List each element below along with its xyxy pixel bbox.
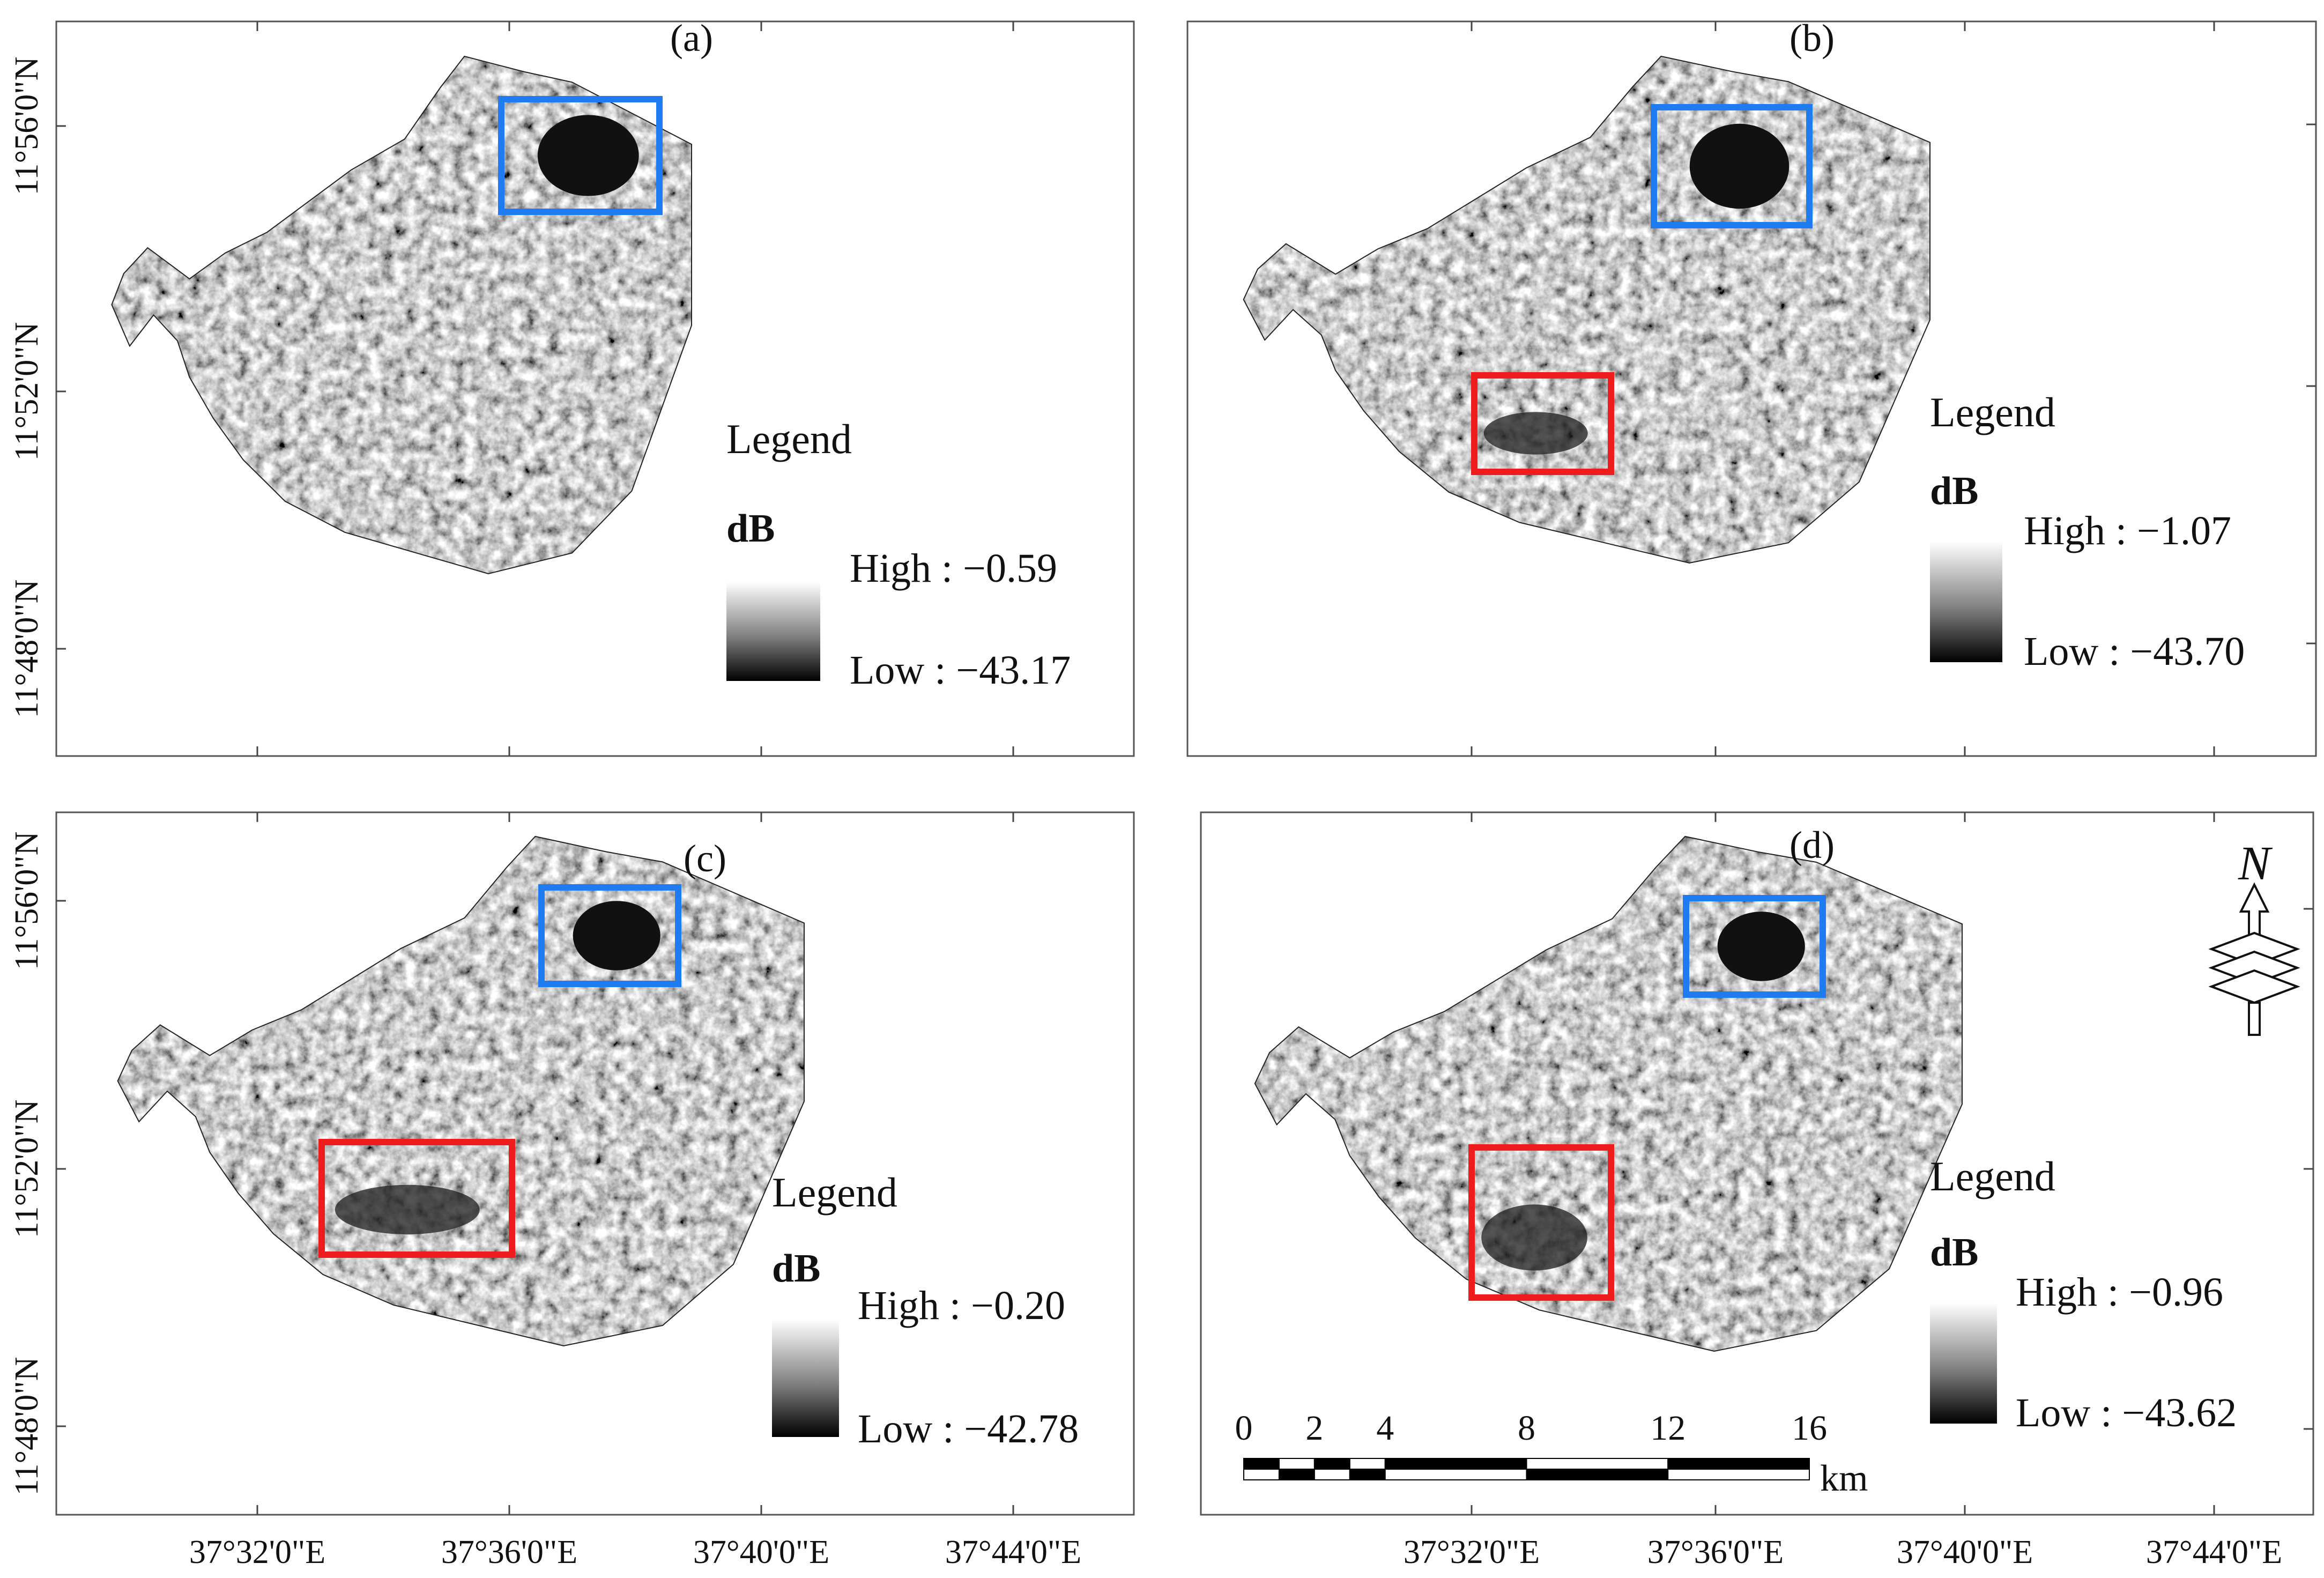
legend-title: Legend bbox=[726, 416, 852, 462]
longitude-label: 37°40'0"E bbox=[1897, 1534, 2033, 1570]
scale-bar-segment bbox=[1243, 1469, 1280, 1480]
longitude-label: 37°44'0"E bbox=[945, 1534, 1081, 1570]
scale-bar-segment bbox=[1243, 1458, 1280, 1470]
latitude-label: 11°48'0"N bbox=[9, 580, 45, 718]
red-highlight-box bbox=[1471, 372, 1614, 475]
legend-color-ramp bbox=[1930, 1303, 1997, 1424]
scale-bar-tick-label: 4 bbox=[1376, 1409, 1394, 1448]
north-arrow-icon: N bbox=[2208, 837, 2300, 1036]
flooded-dark-area bbox=[335, 1184, 480, 1235]
north-arrow-tail bbox=[2248, 1002, 2261, 1036]
scale-bar-segment bbox=[1526, 1469, 1669, 1480]
panel-label: (d) bbox=[1790, 824, 1835, 866]
flooded-dark-area bbox=[1481, 1204, 1587, 1271]
north-arrow-layer bbox=[2208, 969, 2300, 1004]
latitude-label: 11°56'0"N bbox=[9, 832, 45, 970]
longitude-label: 37°36'0"E bbox=[441, 1534, 577, 1570]
scale-bar-segment bbox=[1278, 1469, 1315, 1480]
blue-highlight-box bbox=[498, 96, 663, 215]
scale-bar-segment bbox=[1384, 1458, 1527, 1470]
scale-bar-segment bbox=[1349, 1458, 1386, 1470]
scale-bar-tick-label: 2 bbox=[1305, 1409, 1323, 1448]
map-outline bbox=[1243, 55, 1931, 564]
red-highlight-box bbox=[1468, 1144, 1614, 1301]
scale-bar-tick-label: 8 bbox=[1518, 1409, 1535, 1448]
panel-label: (b) bbox=[1790, 17, 1835, 60]
longitude-label: 37°32'0"E bbox=[1404, 1534, 1540, 1570]
scale-bar-segment bbox=[1667, 1458, 1810, 1470]
map-outline bbox=[111, 55, 692, 575]
legend-unit: dB bbox=[1930, 469, 1979, 513]
blue-highlight-box bbox=[1651, 104, 1813, 228]
legend-color-ramp bbox=[726, 582, 820, 681]
latitude-label: 11°56'0"N bbox=[9, 57, 45, 196]
legend-high-value: High : −0.20 bbox=[858, 1283, 1065, 1328]
longitude-label: 37°32'0"E bbox=[189, 1534, 325, 1570]
latitude-label: 11°52'0"N bbox=[9, 322, 45, 461]
legend-high-value: High : −0.59 bbox=[850, 546, 1057, 591]
reservoir-dark-area bbox=[1689, 123, 1790, 209]
legend-high-value: High : −0.96 bbox=[2016, 1270, 2223, 1315]
legend-unit: dB bbox=[772, 1247, 821, 1291]
legend-high-value: High : −1.07 bbox=[2024, 508, 2231, 553]
legend-unit: dB bbox=[1930, 1231, 1979, 1275]
panel-c: (c) Legend dB High : −0.20 Low : −42.78 11°56… bbox=[9, 811, 1135, 1570]
reservoir-dark-area bbox=[537, 115, 639, 196]
scale-bar-segment bbox=[1313, 1458, 1350, 1470]
legend-low-value: Low : −43.17 bbox=[850, 648, 1071, 693]
legend-color-ramp bbox=[772, 1319, 839, 1437]
north-letter: N bbox=[2238, 837, 2273, 890]
map-outline bbox=[1254, 835, 1963, 1352]
panel-label: (a) bbox=[670, 17, 713, 60]
panel-label: (c) bbox=[684, 837, 726, 880]
reservoir-dark-area bbox=[573, 901, 660, 970]
legend-unit: dB bbox=[726, 507, 775, 551]
scale-bar-segment bbox=[1384, 1469, 1527, 1480]
latitude-label: 11°52'0"N bbox=[9, 1100, 45, 1239]
scale-bar-tick-label: 12 bbox=[1650, 1409, 1686, 1448]
legend-low-value: Low : −43.62 bbox=[2016, 1390, 2237, 1435]
blue-highlight-box bbox=[1683, 895, 1826, 998]
reservoir-dark-area bbox=[1717, 912, 1805, 981]
legend-title: Legend bbox=[1930, 389, 2055, 435]
scale-bar: 0 2 4 8 12 16 km bbox=[1235, 1409, 1868, 1499]
scale-bar-segment bbox=[1278, 1458, 1315, 1470]
panel-d: (d) Legend dB High : −0.96 Low : −43.62 37°32… bbox=[1200, 811, 2314, 1570]
longitude-label: 37°36'0"E bbox=[1647, 1534, 1784, 1570]
map-outline bbox=[117, 835, 805, 1347]
legend-title: Legend bbox=[772, 1169, 897, 1216]
panel-b: (b) Legend dB High : −1.07 Low : −43.70 bbox=[1186, 17, 2317, 757]
legend-low-value: Low : −43.70 bbox=[2024, 629, 2245, 674]
longitude-label: 37°44'0"E bbox=[2146, 1534, 2282, 1570]
scale-bar-segment bbox=[1667, 1469, 1810, 1480]
scale-bar-tick-label: 16 bbox=[1792, 1409, 1827, 1448]
panel-a: (a) Legend dB High : −0.59 Low : −43.17 11°56… bbox=[9, 17, 1135, 757]
blue-highlight-box bbox=[538, 884, 681, 987]
scale-bar-segment bbox=[1526, 1458, 1669, 1470]
longitude-label: 37°40'0"E bbox=[693, 1534, 829, 1570]
legend-low-value: Low : −42.78 bbox=[858, 1406, 1079, 1451]
red-highlight-box bbox=[318, 1139, 515, 1258]
scale-bar-segment bbox=[1313, 1469, 1350, 1480]
scale-bar-unit: km bbox=[1820, 1458, 1868, 1499]
flooded-dark-area bbox=[1483, 412, 1588, 455]
legend-color-ramp bbox=[1930, 542, 2002, 662]
latitude-label: 11°48'0"N bbox=[9, 1357, 45, 1496]
legend-title: Legend bbox=[1930, 1153, 2055, 1199]
scale-bar-segment bbox=[1349, 1469, 1386, 1480]
scale-bar-tick-label: 0 bbox=[1235, 1409, 1253, 1448]
